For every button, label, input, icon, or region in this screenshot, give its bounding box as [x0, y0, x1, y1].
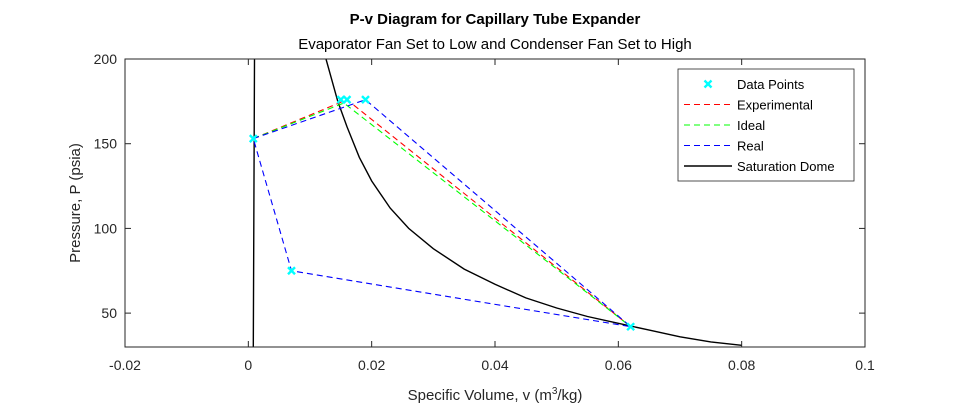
legend-item-real: Real — [684, 139, 764, 154]
legend-label-ideal: Ideal — [737, 118, 765, 133]
x-tick-label: -0.02 — [109, 357, 141, 373]
legend-label-experimental: Experimental — [737, 98, 813, 113]
series-saturation-dome-vapor-line — [325, 59, 742, 346]
chart-title: P-v Diagram for Capillary Tube Expander — [350, 11, 641, 28]
y-tick-label: 100 — [94, 220, 118, 236]
data-point-marker — [287, 266, 296, 276]
data-point-marker — [361, 95, 370, 105]
legend-label-real: Real — [737, 139, 764, 154]
data-point-marker — [248, 134, 258, 143]
legend: Data Points Experimental Ideal Real Saturati… — [677, 68, 855, 182]
x-axis-label: Specific Volume, v (m3/kg) — [408, 386, 583, 404]
legend-label-data-points: Data Points — [737, 77, 805, 92]
legend-item-saturation-dome: Saturation Dome — [684, 159, 835, 174]
y-tick-label: 50 — [101, 305, 117, 321]
x-tick-label: 0.04 — [481, 357, 508, 373]
legend-item-experimental: Experimental — [684, 98, 813, 113]
legend-item-data-points: Data Points — [703, 77, 805, 92]
x-tick-label: 0.08 — [728, 357, 755, 373]
chart-subtitle: Evaporator Fan Set to Low and Condenser … — [298, 36, 692, 53]
y-axis-label: Pressure, P (psia) — [67, 143, 84, 263]
series-ideal-line — [253, 102, 632, 328]
series-saturation-dome-line — [252, 59, 256, 347]
data-point-marker — [342, 95, 352, 105]
x-tick-label: 0.02 — [358, 357, 385, 373]
legend-swatch-data-points — [703, 79, 713, 89]
legend-item-ideal: Ideal — [684, 118, 765, 133]
legend-label-saturation-dome: Saturation Dome — [737, 159, 835, 174]
x-tick-label: 0 — [244, 357, 252, 373]
y-tick-label: 200 — [94, 51, 118, 67]
data-point-marker — [626, 322, 636, 332]
y-tick-label: 150 — [94, 136, 118, 152]
x-tick-label: 0.1 — [855, 357, 875, 373]
x-tick-label: 0.06 — [605, 357, 632, 373]
